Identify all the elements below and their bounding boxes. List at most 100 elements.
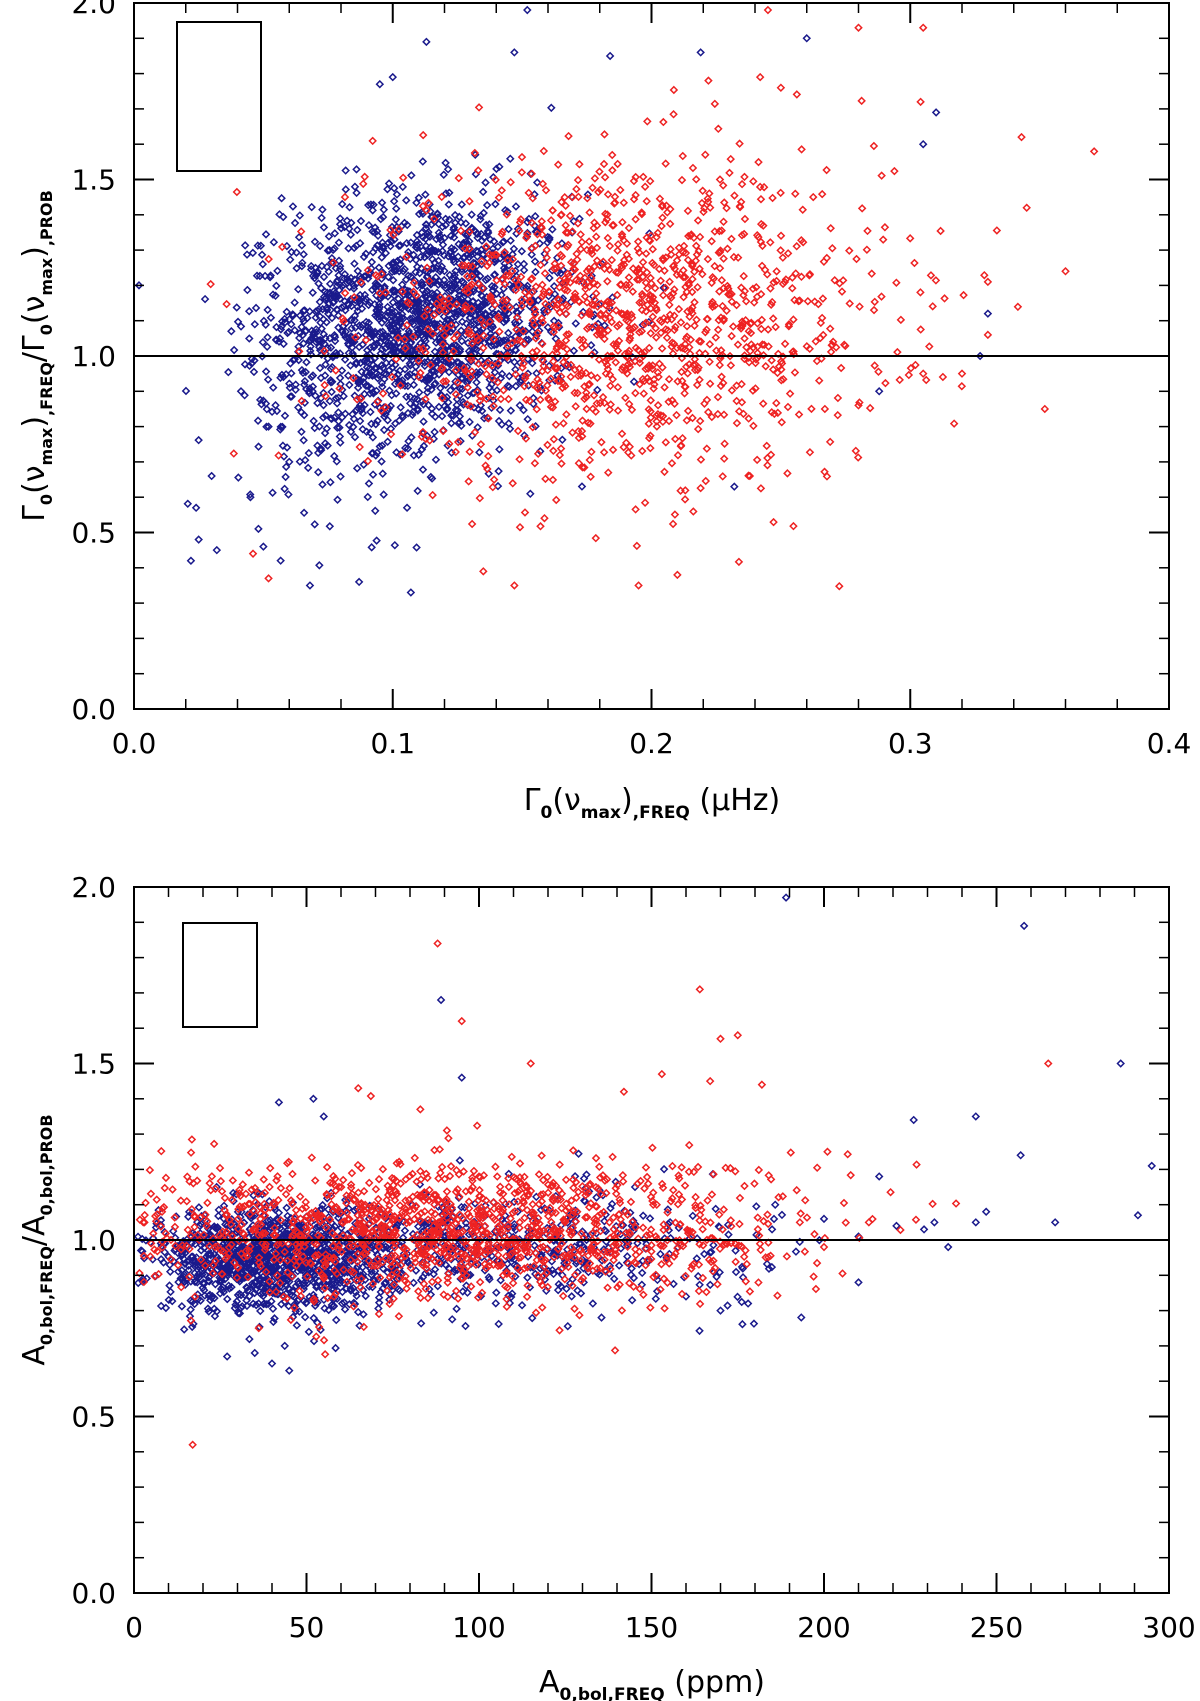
bottom-series-0-point — [282, 1203, 291, 1213]
top-series-0-point — [381, 343, 390, 353]
top-series-0-point — [305, 336, 314, 346]
top-series-0-point — [406, 588, 416, 597]
bottom-series-0-point — [264, 1272, 274, 1282]
top-series-0-point — [271, 291, 280, 301]
bottom-series-0-point — [190, 1239, 200, 1249]
top-series-0-point — [468, 297, 478, 307]
top-series-1-point — [662, 333, 672, 343]
top-series-1-point — [767, 297, 777, 307]
top-series-1-point — [739, 409, 748, 419]
top-series-1-point — [640, 498, 650, 507]
bottom-series-0-point — [165, 1267, 175, 1276]
top-series-0-point — [479, 233, 489, 242]
top-series-0-point — [419, 417, 428, 426]
top-series-0-point — [516, 377, 525, 387]
top-series-1-point — [500, 304, 510, 313]
top-series-1-point — [642, 268, 652, 277]
top-series-0-point — [369, 200, 378, 210]
top-series-0-point — [323, 246, 333, 255]
top-series-1-point — [576, 371, 586, 380]
top-series-1-point — [740, 286, 750, 296]
bottom-series-0-point — [348, 1283, 358, 1293]
top-series-1-point — [572, 255, 582, 264]
top-series-1-point — [441, 376, 451, 386]
top-series-0-point — [481, 220, 491, 230]
top-series-0-point — [285, 383, 295, 393]
top-series-1-point — [542, 245, 552, 255]
top-series-1-point — [476, 315, 486, 324]
top-series-0-point — [334, 271, 343, 280]
top-series-1-point — [702, 325, 711, 334]
top-series-1-point — [569, 264, 578, 274]
top-series-1-point — [584, 380, 594, 389]
bottom-series-0-point — [461, 1218, 471, 1228]
top-series-1-point — [586, 266, 596, 276]
top-series-1-point — [581, 388, 591, 398]
top-series-1-point — [666, 244, 675, 254]
top-series-1-point — [639, 351, 648, 360]
top-series-0-point — [261, 320, 270, 330]
top-series-1-point — [723, 281, 732, 291]
top-series-1-point — [757, 315, 767, 325]
top-series-1-point — [563, 286, 572, 295]
top-series-0-point — [469, 258, 478, 268]
top-series-1-point — [555, 283, 564, 292]
bottom-series-0-point — [525, 1283, 535, 1292]
top-series-0-point — [554, 318, 563, 328]
bottom-series-0-point — [781, 893, 791, 902]
top-series-0-point — [479, 208, 488, 218]
top-series-1-point — [756, 484, 766, 493]
top-series-1-point — [747, 340, 756, 349]
top-series-0-point — [359, 373, 368, 383]
top-series-1-point — [543, 440, 552, 450]
top-series-0-point — [284, 457, 294, 467]
top-series-1-point — [611, 306, 621, 315]
top-series-0-point — [287, 392, 296, 401]
top-series-0-point — [316, 283, 326, 293]
bottom-series-0-point — [166, 1287, 175, 1297]
top-series-1-point — [865, 403, 875, 413]
top-series-1-point — [557, 459, 566, 468]
top-series-0-point — [495, 445, 504, 454]
top-series-0-point — [377, 457, 386, 466]
top-series-1-point — [715, 248, 725, 257]
bottom-series-0-point — [391, 1222, 401, 1232]
top-series-0-point — [227, 326, 236, 336]
top-series-0-point — [353, 225, 362, 235]
bottom-series-0-point — [203, 1304, 213, 1313]
bottom-series-0-point — [629, 1273, 639, 1283]
top-series-1-point — [581, 368, 591, 378]
top-series-1-point — [568, 227, 577, 236]
top-series-1-point — [713, 409, 723, 419]
top-series-1-point — [451, 390, 461, 399]
bottom-series-0-point — [323, 1228, 332, 1237]
top-series-0-point — [303, 463, 313, 473]
top-series-0-point — [421, 241, 431, 251]
top-series-0-point — [438, 222, 447, 232]
top-series-1-point — [648, 244, 658, 254]
top-series-1-point — [768, 193, 777, 203]
top-series-0-point — [535, 239, 545, 248]
top-series-0-point — [492, 386, 502, 395]
bottom-series-0-point — [749, 1319, 759, 1328]
bottom-series-1-point — [176, 1282, 186, 1292]
top-series-1-point — [585, 307, 594, 316]
top-series-0-point — [540, 308, 549, 317]
top-series-0-point — [321, 360, 330, 369]
top-series-1-point — [730, 191, 739, 200]
bottom-series-0-point — [1050, 1218, 1060, 1227]
top-series-0-point — [264, 422, 273, 431]
top-series-0-point — [445, 270, 455, 280]
bottom-series-0-point — [277, 1299, 286, 1309]
bottom-series-0-point — [656, 1249, 665, 1259]
top-series-0-point — [443, 165, 453, 174]
top-series-0-point — [411, 267, 420, 277]
bottom-series-0-point — [309, 1313, 318, 1323]
bottom-series-0-point — [177, 1266, 187, 1275]
top-series-0-point — [332, 399, 342, 408]
top-series-1-point — [360, 172, 369, 182]
top-series-0-point — [391, 389, 401, 398]
top-series-1-point — [432, 299, 441, 309]
top-series-1-point — [491, 175, 500, 185]
top-series-1-point — [492, 250, 501, 260]
